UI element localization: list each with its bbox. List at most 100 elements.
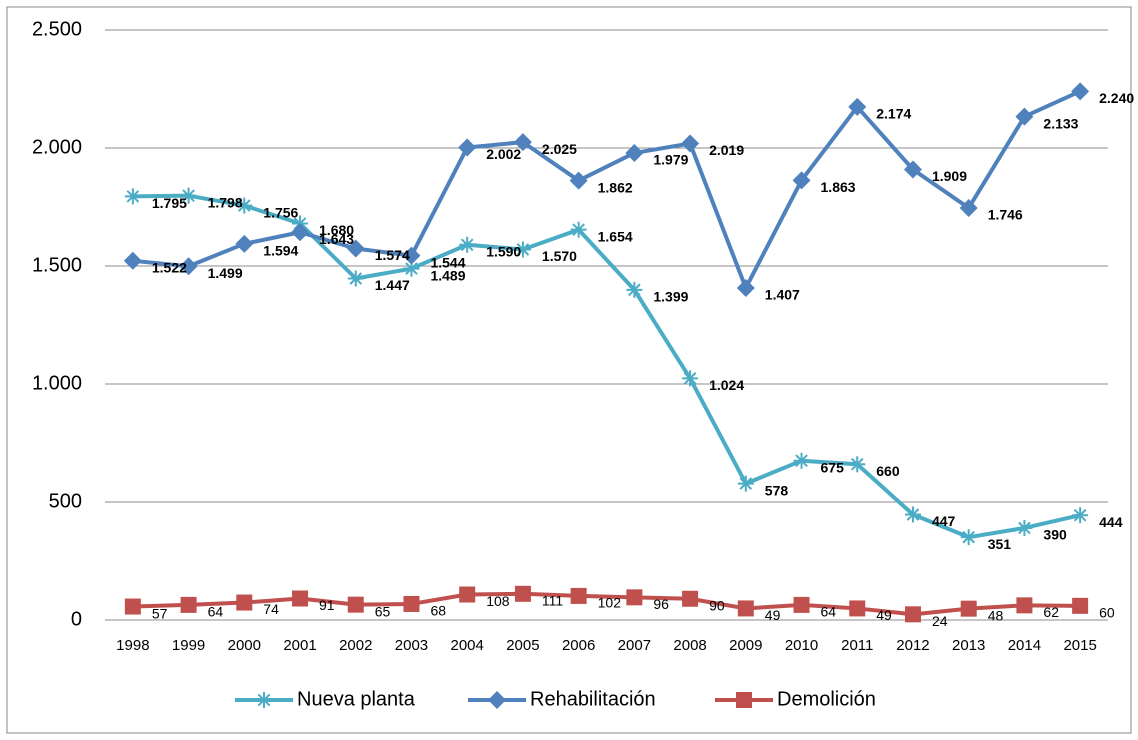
x-tick-label: 2015: [1063, 637, 1096, 654]
y-tick-label: 2.000: [32, 136, 82, 158]
marker: [1016, 519, 1033, 536]
marker: [256, 692, 272, 708]
data-label: 390: [1043, 527, 1067, 543]
marker: [849, 600, 866, 617]
data-label: 1.024: [709, 377, 744, 393]
legend-item: Demolición: [715, 688, 876, 710]
data-label: 1.489: [430, 267, 465, 283]
data-label: 2.019: [709, 142, 744, 158]
x-tick-label: 1998: [116, 637, 149, 654]
x-tick-label: 2009: [729, 637, 762, 654]
marker: [737, 600, 754, 617]
series-line: [132, 193, 1081, 540]
marker: [736, 278, 755, 297]
data-label: 91: [319, 597, 335, 613]
marker: [236, 197, 253, 214]
y-tick-label: 2.500: [32, 18, 82, 40]
marker: [569, 171, 588, 190]
legend-label: Rehabilitación: [530, 688, 656, 710]
x-tick-label: 2014: [1008, 637, 1041, 654]
legend-label: Nueva planta: [297, 688, 416, 710]
x-tick-label: 2005: [506, 637, 539, 654]
data-label: 2.025: [542, 141, 577, 157]
marker: [403, 260, 420, 277]
marker: [1015, 107, 1034, 126]
data-label: 2.133: [1043, 115, 1078, 131]
data-label: 675: [821, 459, 845, 475]
data-label: 1.979: [653, 152, 688, 168]
x-tick-label: 2010: [785, 637, 818, 654]
data-label: 1.574: [375, 247, 410, 263]
marker: [626, 589, 643, 606]
y-tick-label: 1.000: [32, 372, 82, 394]
marker: [570, 587, 587, 604]
marker: [347, 596, 364, 613]
y-tick-label: 1.500: [32, 254, 82, 276]
data-label: 108: [486, 593, 510, 609]
data-label: 64: [821, 604, 837, 620]
x-tick-label: 2006: [562, 637, 595, 654]
data-label: 351: [988, 536, 1012, 552]
data-label: 24: [932, 613, 948, 629]
marker: [904, 506, 921, 523]
x-tick-label: 2003: [395, 637, 428, 654]
x-tick-label: 2011: [841, 637, 873, 654]
data-label: 111: [542, 593, 563, 609]
x-tick-label: 2000: [228, 637, 261, 654]
y-tick-label: 0: [71, 608, 82, 630]
y-tick-label: 500: [49, 490, 82, 512]
data-label: 1.798: [208, 194, 243, 210]
data-label: 68: [430, 603, 446, 619]
data-label: 96: [653, 596, 669, 612]
data-label: 2.002: [486, 146, 521, 162]
marker: [1072, 597, 1089, 614]
data-label: 60: [1099, 605, 1115, 621]
data-label: 49: [765, 607, 781, 623]
data-label: 447: [932, 513, 956, 529]
data-label: 2.174: [876, 106, 911, 122]
legend-item: Rehabilitación: [468, 688, 656, 710]
marker: [793, 452, 810, 469]
marker: [458, 138, 477, 157]
data-label: 1.643: [319, 231, 354, 247]
data-label: 49: [876, 607, 892, 623]
marker: [1072, 507, 1089, 524]
marker: [514, 585, 531, 602]
data-label: 64: [208, 604, 224, 620]
marker: [848, 97, 867, 116]
series-line: [132, 591, 1081, 617]
data-label: 65: [375, 603, 391, 619]
marker: [180, 187, 197, 204]
marker: [625, 143, 644, 162]
legend-label: Demolición: [777, 688, 876, 710]
marker: [1016, 597, 1033, 614]
marker: [459, 236, 476, 253]
x-tick-label: 2013: [952, 637, 985, 654]
marker: [514, 241, 531, 258]
x-tick-label: 2002: [339, 637, 372, 654]
data-label: 660: [876, 463, 900, 479]
marker: [488, 691, 506, 709]
marker: [236, 594, 253, 611]
marker: [681, 134, 700, 153]
marker: [123, 251, 142, 270]
marker: [513, 133, 532, 152]
data-label: 1.862: [598, 179, 633, 195]
marker: [235, 234, 254, 253]
x-tick-label: 1999: [172, 637, 205, 654]
data-label: 62: [1043, 604, 1059, 620]
data-label: 578: [765, 482, 789, 498]
marker: [904, 606, 921, 623]
marker: [682, 590, 699, 607]
marker: [124, 188, 141, 205]
data-label: 90: [709, 597, 725, 613]
data-label: 74: [263, 601, 279, 617]
data-label: 1.863: [821, 179, 856, 195]
marker: [849, 456, 866, 473]
marker: [570, 221, 587, 238]
data-label: 1.399: [653, 289, 688, 305]
marker: [347, 270, 364, 287]
marker: [291, 223, 310, 242]
data-label: 1.909: [932, 168, 967, 184]
